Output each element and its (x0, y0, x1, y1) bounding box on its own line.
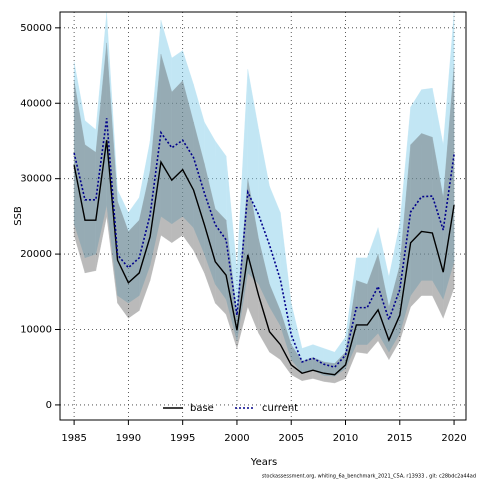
y-tick-label: 40000 (20, 98, 52, 109)
band-segment (334, 351, 346, 384)
x-tick-label: 2005 (278, 433, 303, 444)
band-segment (84, 144, 96, 274)
band-segment (106, 42, 118, 304)
band-segment (247, 178, 259, 334)
x-tick-label: 1990 (116, 433, 141, 444)
legend-label: current (262, 403, 298, 414)
band-segment (356, 280, 368, 354)
y-axis-label: SSB (13, 206, 24, 226)
band-segment (128, 219, 140, 319)
x-tick-label: 2000 (224, 433, 249, 444)
y-tick-label: 50000 (20, 23, 52, 34)
band-segment (182, 80, 194, 251)
x-tick-label: 2015 (387, 433, 412, 444)
series-line (73, 140, 455, 376)
band-segment (432, 137, 444, 319)
x-tick-label: 1985 (61, 433, 86, 444)
y-tick-label: 20000 (20, 249, 52, 260)
band-segment (367, 254, 379, 355)
band-segment (160, 54, 172, 244)
band-segment (171, 80, 183, 244)
footnote: stockassessment.org, whiting_6a_benchmar… (262, 474, 476, 480)
band-segment (149, 54, 162, 281)
band-segment (301, 357, 314, 381)
band-segment (139, 171, 151, 311)
y-tick-label: 10000 (20, 325, 52, 336)
band-segment (421, 133, 433, 296)
y-tick-label: 30000 (20, 174, 52, 185)
band-segment (193, 122, 205, 274)
x-tick-label: 2020 (441, 433, 466, 444)
band-segment (388, 265, 400, 361)
band-segment (95, 42, 107, 271)
y-tick-label: 0 (46, 400, 52, 411)
band-segment (117, 201, 129, 319)
x-tick-label: 1995 (170, 433, 195, 444)
confidence-band (73, 12, 455, 377)
band-segment (410, 133, 422, 308)
plot-frame (59, 11, 467, 421)
band-segment (443, 12, 455, 300)
legend-label: base (190, 403, 214, 414)
x-axis-label: Years (250, 457, 277, 468)
x-tick-label: 2010 (333, 433, 358, 444)
band-segment (215, 208, 227, 315)
